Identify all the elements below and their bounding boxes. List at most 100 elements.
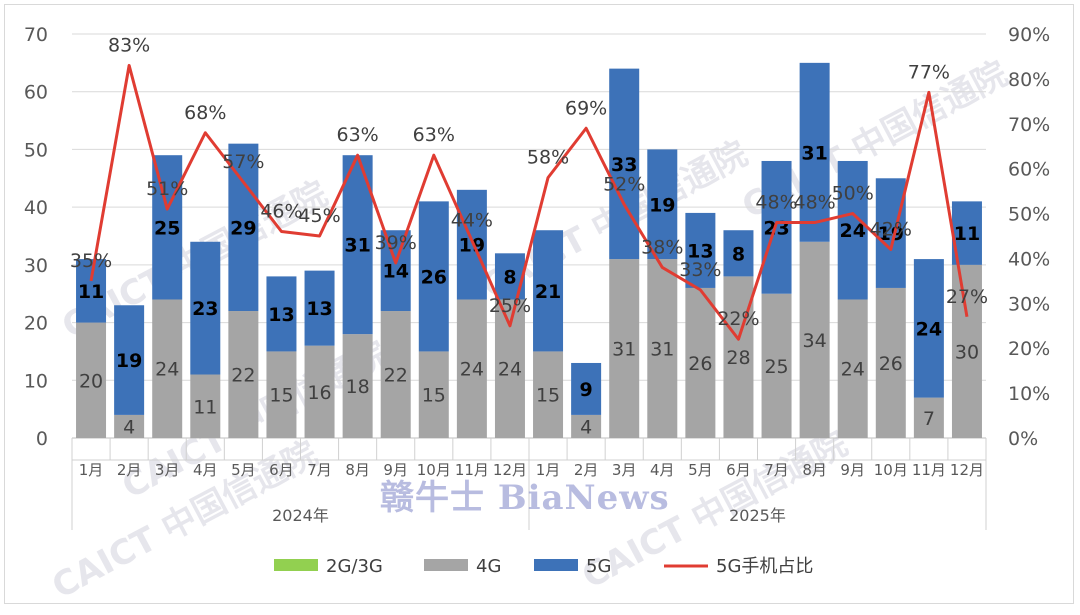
bar-4g (609, 259, 640, 438)
bar-label-4g: 24 (155, 359, 179, 381)
bar-label-4g: 34 (803, 330, 827, 352)
bar-label-4g: 30 (955, 341, 979, 363)
bar-label-4g: 20 (79, 370, 103, 392)
bar-label-5g: 19 (878, 223, 904, 245)
group-label: 2025年 (729, 506, 786, 525)
x-tick-label: 3月 (612, 461, 637, 479)
bar-5g (266, 276, 297, 352)
bar-label-5g: 14 (382, 261, 408, 283)
line-data-label: 63% (337, 124, 379, 146)
y-right-tick-label: 40% (1008, 248, 1050, 270)
x-tick-label: 2月 (574, 461, 599, 479)
bar-4g (76, 322, 107, 438)
bar-5g (380, 230, 411, 312)
line-data-label: 33% (679, 259, 721, 281)
bar-label-5g: 8 (503, 266, 516, 288)
bar-label-5g: 19 (116, 350, 142, 372)
bar-5g (418, 201, 449, 352)
bar-label-5g: 13 (687, 240, 713, 262)
bar-label-4g: 18 (346, 376, 370, 398)
legend-swatch (424, 559, 468, 571)
x-tick-label: 5月 (231, 461, 256, 479)
y-right-tick-label: 20% (1008, 338, 1050, 360)
line-data-label: 22% (717, 308, 759, 330)
bar-5g (609, 68, 640, 260)
x-tick-label: 8月 (802, 461, 827, 479)
bar-5g (723, 230, 754, 277)
bar-4g (304, 345, 335, 438)
bar-4g (799, 241, 830, 438)
line-data-label: 48% (755, 192, 797, 214)
x-tick-label: 6月 (726, 461, 751, 479)
y-left-tick-label: 40 (24, 197, 48, 219)
brand-watermark: 赣牛士 BiaNews (380, 478, 670, 518)
bar-label-4g: 24 (498, 359, 522, 381)
line-data-label: 68% (184, 102, 226, 124)
share-line (89, 63, 969, 341)
bar-label-4g: 22 (384, 365, 408, 387)
line-data-label: 25% (489, 295, 531, 317)
bar-4g (875, 287, 906, 438)
line-data-label: 51% (146, 178, 188, 200)
x-tick-label: 11月 (912, 461, 946, 479)
x-tick-label: 7月 (764, 461, 789, 479)
bar-label-4g: 26 (688, 353, 712, 375)
chart-frame (4, 4, 1074, 604)
bar-label-4g: 11 (193, 396, 217, 418)
x-tick-label: 5月 (688, 461, 713, 479)
bar-label-4g: 26 (879, 353, 903, 375)
y-left-tick-label: 70 (24, 24, 48, 46)
bar-5g (647, 149, 678, 260)
y-right-tick-label: 10% (1008, 383, 1050, 405)
x-tick-label: 4月 (193, 461, 218, 479)
bar-label-5g: 24 (839, 220, 865, 242)
legend-swatch (534, 559, 578, 571)
bar-label-4g: 28 (726, 347, 750, 369)
bar-label-5g: 11 (78, 281, 104, 303)
bar-label-5g: 21 (535, 281, 561, 303)
bar-5g (571, 362, 602, 415)
bar-5g (875, 178, 906, 288)
bar-label-5g: 26 (421, 266, 447, 288)
bar-5g (190, 241, 221, 375)
bar-label-5g: 24 (916, 318, 942, 340)
bar-5g (456, 189, 487, 300)
bar-label-4g: 7 (923, 408, 935, 430)
y-left-tick-label: 0 (36, 428, 48, 450)
y-right-tick-label: 80% (1008, 69, 1050, 91)
line-data-label: 50% (832, 183, 874, 205)
bar-label-5g: 23 (763, 217, 789, 239)
bar-4g (152, 299, 183, 438)
bar-5g (799, 62, 830, 242)
bar-label-4g: 31 (612, 339, 636, 361)
legend-label: 5G手机占比 (716, 556, 813, 577)
bar-label-5g: 13 (268, 304, 294, 326)
y-left-tick-label: 20 (24, 313, 48, 335)
bar-label-4g: 25 (764, 356, 788, 378)
bar-5g (837, 160, 868, 300)
bar-label-5g: 25 (154, 217, 180, 239)
bar-4g (380, 311, 411, 438)
bar-label-4g: 4 (580, 416, 592, 438)
line-data-label: 69% (565, 97, 607, 119)
x-tick-label: 9月 (840, 461, 865, 479)
bar-label-4g: 31 (650, 339, 674, 361)
line-data-label: 57% (222, 151, 264, 173)
line-data-label: 27% (946, 286, 988, 308)
y-right-tick-label: 70% (1008, 114, 1050, 136)
y-left-tick-label: 10 (24, 370, 48, 392)
x-tick-label: 12月 (493, 461, 527, 479)
bar-4g (913, 397, 944, 438)
bar-label-4g: 15 (422, 385, 446, 407)
bar-4g (418, 351, 449, 438)
legend-swatch (274, 559, 318, 571)
bar-4g (190, 374, 221, 438)
line-data-label: 48% (794, 192, 836, 214)
x-tick-label: 10月 (417, 461, 451, 479)
bar-label-4g: 22 (231, 365, 255, 387)
bar-5g (533, 230, 564, 352)
y-left-tick-label: 50 (24, 139, 48, 161)
line-data-label: 77% (908, 61, 950, 83)
bar-label-4g: 15 (536, 385, 560, 407)
